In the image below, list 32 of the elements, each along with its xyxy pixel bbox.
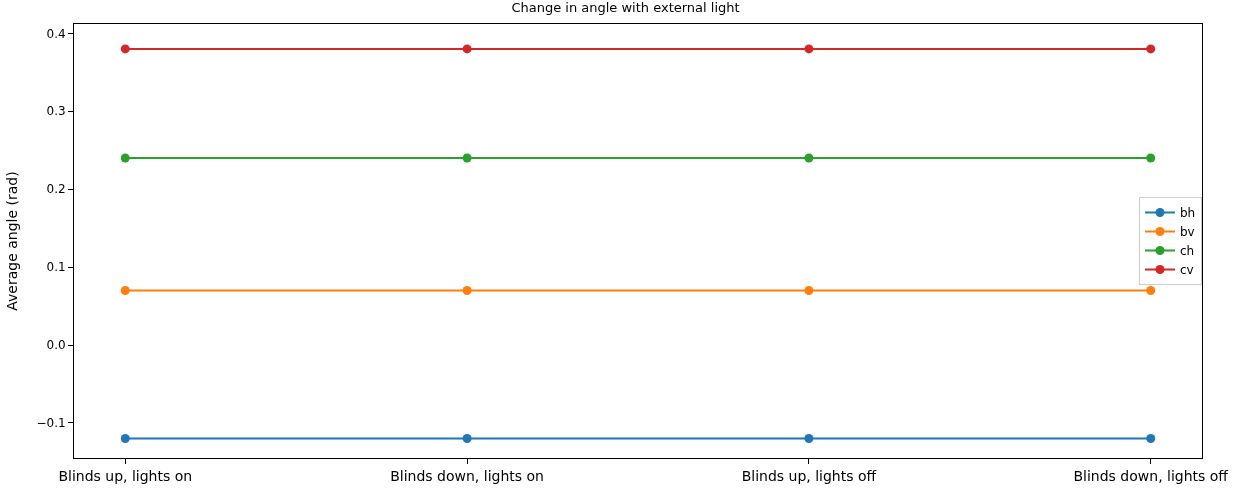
point — [120, 285, 130, 295]
y-axis-title: Average angle (rad) — [4, 171, 21, 311]
chart-title: Change in angle with external light — [511, 0, 740, 15]
point — [462, 434, 472, 444]
y-tick-label: 0.4 — [46, 26, 66, 41]
point — [1146, 44, 1156, 54]
x-tick-label: Blinds up, lights on — [58, 467, 193, 484]
point — [120, 153, 130, 163]
x-tick-label: Blinds down, lights on — [390, 467, 544, 484]
x-tick-label: Blinds down, lights off — [1073, 467, 1229, 484]
legend-label: cv — [1180, 263, 1194, 278]
y-tick-label: 0.3 — [46, 104, 66, 119]
point — [804, 44, 814, 54]
point — [1146, 285, 1156, 295]
x-tick-label: Blinds up, lights off — [741, 467, 877, 484]
point — [462, 153, 472, 163]
point — [120, 434, 130, 444]
point — [1146, 153, 1156, 163]
point — [804, 153, 814, 163]
legend-label: bh — [1180, 206, 1196, 221]
point — [462, 285, 472, 295]
y-tick-label: −0.1 — [36, 416, 66, 431]
point — [804, 434, 814, 444]
legend-label: ch — [1180, 244, 1195, 259]
point — [1146, 434, 1156, 444]
point — [462, 44, 472, 54]
y-tick-label: 0.0 — [46, 338, 66, 353]
y-tick-label: 0.2 — [46, 182, 66, 197]
point — [120, 44, 130, 54]
legend-label: bv — [1180, 225, 1195, 240]
point — [804, 285, 814, 295]
y-tick-label: 0.1 — [46, 260, 66, 275]
